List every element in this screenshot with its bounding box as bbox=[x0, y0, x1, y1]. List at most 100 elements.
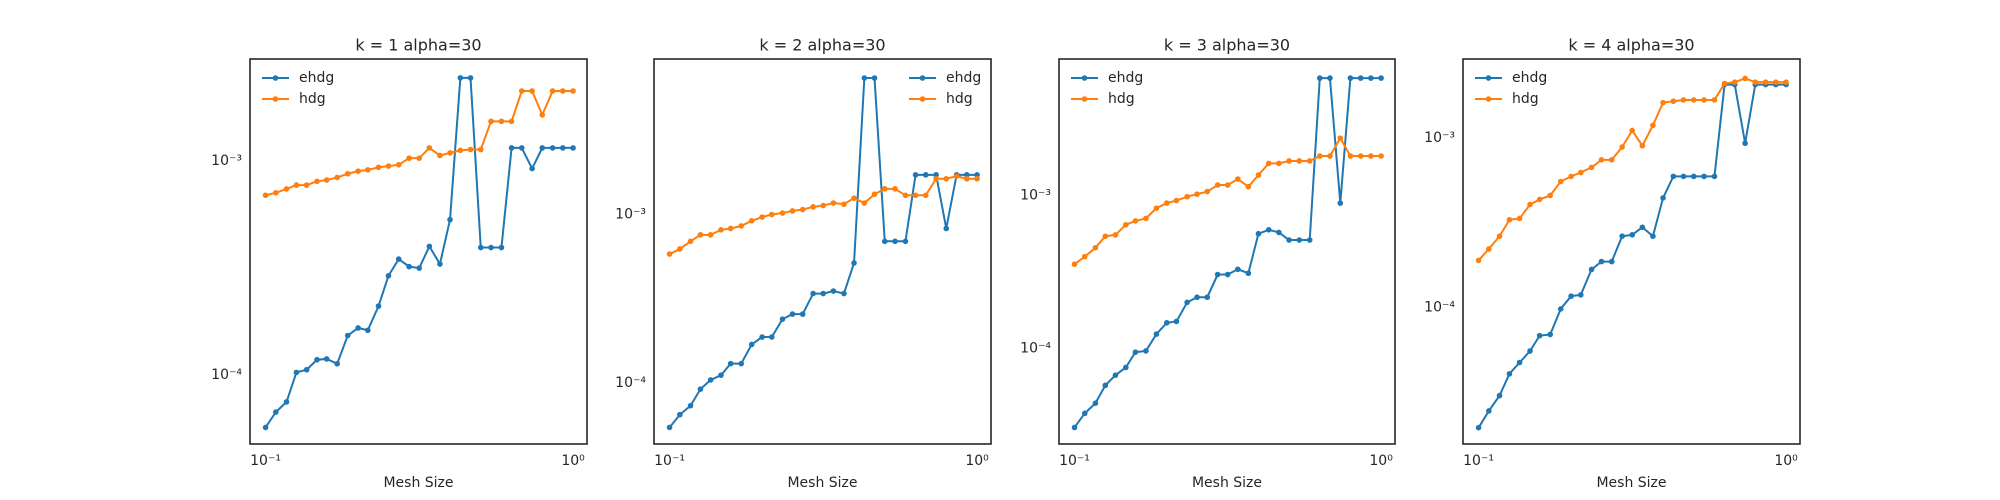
point bbox=[1143, 215, 1149, 222]
point bbox=[810, 204, 816, 210]
point bbox=[364, 327, 371, 334]
point bbox=[963, 175, 970, 182]
series bbox=[1071, 75, 1384, 431]
point bbox=[1357, 75, 1364, 81]
point bbox=[1316, 153, 1323, 159]
y-tick-label: 10⁻³ bbox=[1020, 187, 1051, 203]
point bbox=[1557, 306, 1564, 312]
point bbox=[1194, 294, 1200, 301]
point bbox=[416, 265, 423, 271]
point bbox=[974, 172, 980, 178]
point bbox=[1286, 237, 1292, 243]
point bbox=[727, 360, 734, 367]
point bbox=[273, 189, 279, 196]
point bbox=[1701, 173, 1707, 180]
point bbox=[1204, 188, 1211, 195]
point bbox=[768, 211, 775, 218]
point bbox=[768, 334, 775, 340]
point bbox=[539, 112, 546, 118]
point bbox=[1475, 424, 1482, 431]
point bbox=[943, 225, 950, 232]
chart-title: k = 2 alpha=30 bbox=[759, 36, 885, 55]
point bbox=[1112, 372, 1119, 378]
point bbox=[759, 334, 765, 340]
point bbox=[549, 145, 556, 151]
point bbox=[323, 177, 330, 183]
point bbox=[1347, 75, 1354, 81]
point bbox=[1337, 135, 1344, 141]
point bbox=[1721, 80, 1728, 87]
point bbox=[1153, 331, 1160, 337]
point bbox=[375, 303, 382, 309]
point bbox=[1081, 253, 1088, 260]
point bbox=[1276, 160, 1282, 167]
point bbox=[1690, 173, 1697, 180]
point bbox=[1173, 197, 1180, 204]
point bbox=[1711, 173, 1718, 180]
point bbox=[1608, 258, 1615, 265]
point bbox=[375, 164, 382, 171]
x-tick-label: 10⁻¹ bbox=[654, 453, 685, 469]
point bbox=[529, 88, 535, 94]
point bbox=[830, 288, 837, 294]
point bbox=[1711, 97, 1718, 103]
legend-marker bbox=[272, 75, 279, 81]
point bbox=[738, 223, 745, 229]
point bbox=[1680, 97, 1687, 103]
line bbox=[669, 175, 978, 255]
y-tick-label: 10⁻⁴ bbox=[615, 375, 646, 391]
point bbox=[1153, 205, 1160, 211]
point bbox=[457, 75, 464, 81]
point bbox=[1347, 153, 1354, 159]
point bbox=[518, 145, 525, 151]
point bbox=[1164, 319, 1170, 326]
line bbox=[1073, 136, 1382, 266]
point bbox=[1306, 237, 1313, 243]
point bbox=[416, 155, 423, 161]
point bbox=[1527, 201, 1533, 208]
series bbox=[666, 75, 980, 431]
chart-title: k = 1 alpha=30 bbox=[355, 36, 481, 55]
point bbox=[1557, 178, 1564, 185]
point bbox=[1527, 348, 1533, 354]
point bbox=[738, 360, 745, 367]
point bbox=[1650, 233, 1656, 240]
point bbox=[1772, 79, 1779, 85]
point bbox=[1577, 169, 1584, 176]
point bbox=[1276, 229, 1282, 236]
series bbox=[1475, 81, 1789, 431]
point bbox=[1265, 227, 1272, 233]
point bbox=[303, 366, 310, 373]
point bbox=[871, 191, 878, 197]
point bbox=[677, 411, 683, 418]
point bbox=[1496, 392, 1503, 399]
legend-label: ehdg bbox=[1512, 70, 1547, 86]
point bbox=[1327, 153, 1333, 159]
point bbox=[1071, 261, 1078, 268]
point bbox=[1568, 173, 1574, 180]
legend-marker bbox=[1485, 75, 1492, 81]
chart-title: k = 4 alpha=30 bbox=[1568, 36, 1694, 55]
point bbox=[395, 256, 402, 262]
point bbox=[334, 360, 341, 367]
point bbox=[1608, 157, 1615, 163]
point bbox=[529, 165, 535, 172]
axes-frame bbox=[249, 58, 588, 445]
point bbox=[1690, 97, 1697, 103]
y-tick-label: 10⁻⁴ bbox=[1424, 300, 1455, 316]
point bbox=[687, 402, 694, 409]
point bbox=[467, 146, 474, 153]
point bbox=[273, 409, 279, 415]
point bbox=[1752, 79, 1759, 85]
point bbox=[314, 178, 320, 185]
point bbox=[1486, 246, 1492, 252]
point bbox=[912, 172, 919, 178]
point bbox=[677, 246, 683, 252]
point bbox=[1378, 75, 1384, 81]
point bbox=[1245, 183, 1252, 190]
point bbox=[727, 225, 734, 232]
point bbox=[881, 186, 888, 192]
point bbox=[902, 192, 909, 199]
point bbox=[748, 341, 755, 348]
y-tick-label: 10⁻⁴ bbox=[1020, 340, 1051, 356]
